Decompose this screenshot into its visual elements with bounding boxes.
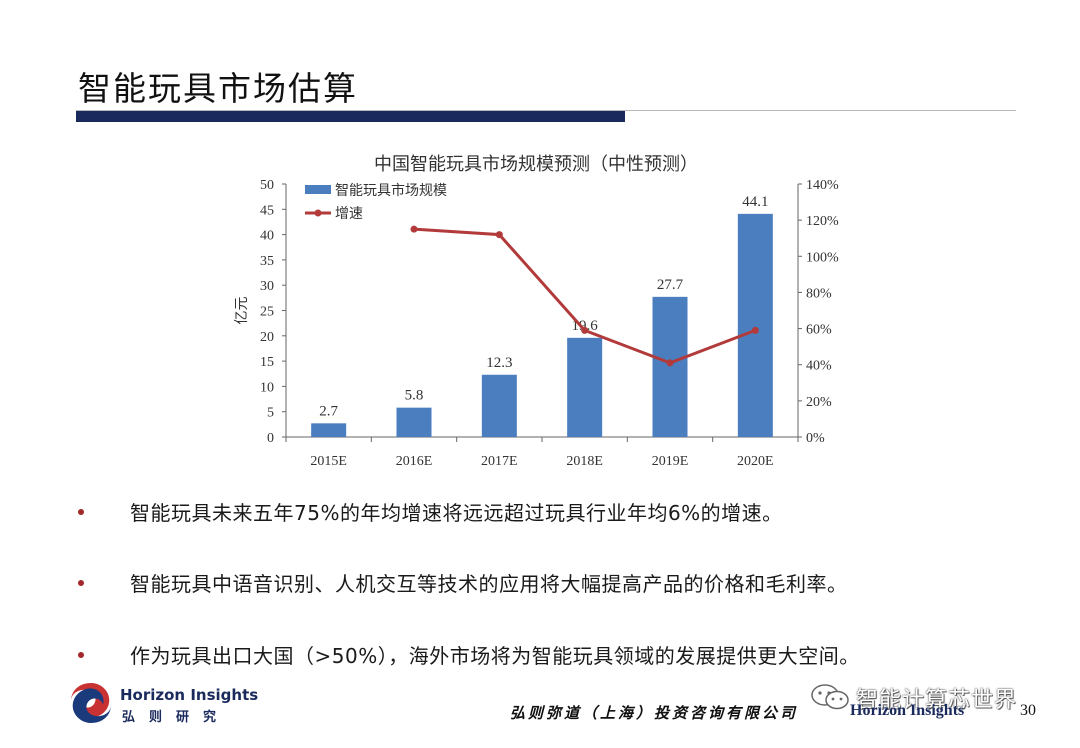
bar-data-label: 27.7 bbox=[657, 277, 684, 293]
y-tick-label: 25 bbox=[260, 305, 274, 320]
watermark-text: 智能计算芯世界 bbox=[856, 688, 1018, 713]
y2-tick-label: 140% bbox=[806, 178, 839, 193]
y-tick-label: 5 bbox=[267, 406, 274, 421]
growth-point bbox=[581, 326, 589, 334]
bar bbox=[737, 213, 773, 437]
legend-swatch-bar bbox=[305, 185, 331, 194]
y-tick-label: 40 bbox=[260, 229, 274, 244]
page-number: 30 bbox=[1020, 702, 1036, 719]
bullet-item: 智能玩具中语音识别、人机交互等技术的应用将大幅提高产品的价格和毛利率。 bbox=[78, 568, 1038, 598]
y2-tick-label: 100% bbox=[806, 250, 839, 265]
y-tick-label: 50 bbox=[260, 178, 274, 193]
x-tick-label: 2018E bbox=[566, 454, 603, 469]
y-tick-label: 20 bbox=[260, 330, 274, 345]
bullet-text: 作为玩具出口大国（>50%），海外市场将为智能玩具领域的发展提供更大空间。 bbox=[130, 644, 860, 668]
horizon-logo: Horizon Insights 弘则研究 bbox=[68, 680, 268, 730]
y2-tick-label: 0% bbox=[806, 431, 825, 446]
footer-brand: Horizon Insights bbox=[850, 702, 965, 719]
slide-title: 智能玩具市场估算 bbox=[78, 69, 358, 108]
title-accent-bar bbox=[76, 111, 625, 122]
logo-en-text: Horizon Insights bbox=[120, 686, 259, 704]
wechat-icon bbox=[811, 684, 849, 710]
bullet-item: 智能玩具未来五年75%的年均增速将远远超过玩具行业年均6%的增速。 bbox=[78, 497, 1038, 527]
bullet-text: 智能玩具中语音识别、人机交互等技术的应用将大幅提高产品的价格和毛利率。 bbox=[130, 572, 848, 596]
x-tick-label: 2015E bbox=[310, 454, 347, 469]
bullet-dot bbox=[78, 580, 84, 586]
bar bbox=[396, 407, 432, 437]
legend-label-line: 增速 bbox=[335, 206, 363, 222]
x-tick-label: 2016E bbox=[396, 454, 433, 469]
logo-swirl-icon bbox=[71, 683, 111, 723]
bar-data-label: 5.8 bbox=[405, 388, 424, 404]
y-axis-label: 亿元 bbox=[234, 297, 250, 325]
y-tick-label: 10 bbox=[260, 380, 274, 395]
y2-tick-label: 20% bbox=[806, 395, 832, 410]
bar-data-label: 2.7 bbox=[319, 403, 338, 419]
bullet-dot bbox=[78, 509, 84, 515]
growth-point bbox=[410, 225, 418, 233]
legend-label-bar: 智能玩具市场规模 bbox=[335, 182, 447, 199]
y-tick-label: 0 bbox=[267, 431, 274, 446]
chart-title: 中国智能玩具市场规模预测（中性预测） bbox=[374, 154, 698, 175]
y2-tick-label: 60% bbox=[806, 323, 832, 338]
bullet-text: 智能玩具未来五年75%的年均增速将远远超过玩具行业年均6%的增速。 bbox=[130, 501, 783, 525]
growth-point bbox=[495, 231, 503, 239]
growth-point bbox=[751, 326, 759, 334]
y2-tick-label: 80% bbox=[806, 286, 832, 301]
bar bbox=[652, 296, 688, 437]
x-tick-label: 2019E bbox=[652, 454, 689, 469]
footer-company: 弘则弥道（上海）投资咨询有限公司 bbox=[510, 704, 799, 722]
bar bbox=[481, 374, 517, 437]
bar-data-label: 44.1 bbox=[742, 194, 768, 210]
y2-tick-label: 120% bbox=[806, 214, 839, 229]
y-tick-label: 30 bbox=[260, 279, 274, 294]
y-tick-label: 15 bbox=[260, 355, 274, 370]
x-tick-label: 2020E bbox=[737, 454, 774, 469]
logo-cn-text: 弘则研究 bbox=[122, 710, 231, 725]
bar-data-label: 12.3 bbox=[486, 355, 512, 371]
growth-point bbox=[666, 359, 674, 367]
legend-swatch-point bbox=[314, 209, 322, 217]
bullet-dot bbox=[78, 652, 84, 658]
y-tick-label: 45 bbox=[260, 203, 274, 218]
market-size-chart: 中国智能玩具市场规模预测（中性预测） 0 5 10 15 20 25 30 35 40 45 50 0… bbox=[234, 154, 839, 469]
title-rule bbox=[76, 110, 1016, 111]
y2-tick-label: 40% bbox=[806, 359, 832, 374]
y-tick-label: 35 bbox=[260, 254, 274, 269]
bullet-item: 作为玩具出口大国（>50%），海外市场将为智能玩具领域的发展提供更大空间。 bbox=[78, 640, 1038, 670]
bar bbox=[311, 423, 347, 437]
bar bbox=[567, 337, 603, 437]
x-tick-label: 2017E bbox=[481, 454, 518, 469]
